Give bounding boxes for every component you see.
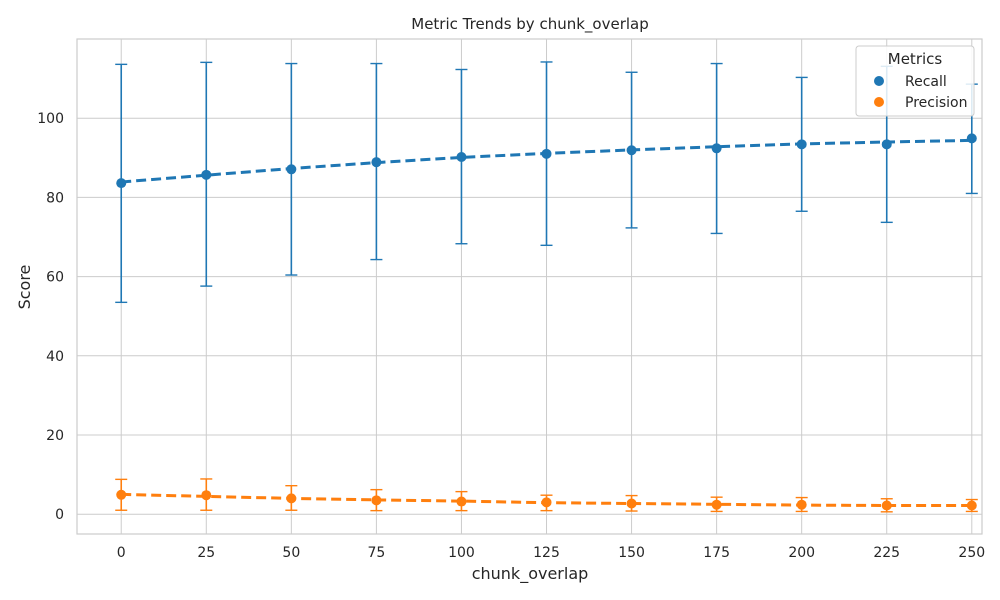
precision-point	[456, 496, 467, 507]
x-tick-label: 50	[282, 545, 300, 561]
legend-marker-recall	[874, 76, 884, 86]
precision-point	[796, 499, 807, 510]
x-tick-label: 125	[533, 545, 560, 561]
y-tick-label: 80	[46, 190, 64, 206]
precision-point	[201, 490, 212, 501]
y-tick-label: 20	[46, 428, 64, 444]
precision-series	[115, 478, 978, 513]
grid	[77, 39, 982, 534]
x-tick-label: 200	[788, 545, 815, 561]
legend-box	[855, 45, 975, 117]
x-tick-label: 75	[367, 545, 385, 561]
recall-point	[371, 157, 382, 168]
x-tick-label: 250	[958, 545, 985, 561]
recall-point	[966, 133, 977, 144]
precision-point	[626, 498, 637, 509]
recall-point	[711, 143, 722, 154]
data-layer	[115, 61, 978, 513]
precision-point	[711, 499, 722, 510]
precision-point	[286, 493, 297, 504]
recall-point	[626, 145, 637, 156]
x-tick-label: 150	[618, 545, 645, 561]
precision-point	[541, 497, 552, 508]
tick-labels: 0 25 50 75 100 125 150 175 200 225 250 0 20 40 60 80 100	[37, 111, 985, 561]
precision-point	[966, 500, 977, 511]
recall-point	[286, 164, 297, 175]
recall-point	[881, 139, 892, 150]
x-tick-label: 225	[873, 545, 900, 561]
precision-point	[116, 489, 127, 500]
plot-frame	[76, 38, 983, 535]
legend: Metrics Recall Precision	[855, 45, 975, 117]
precision-point	[371, 495, 382, 506]
x-tick-label: 25	[197, 545, 215, 561]
y-tick-label: 60	[46, 270, 64, 286]
y-tick-label: 100	[37, 111, 64, 127]
x-tick-label: 100	[448, 545, 475, 561]
y-tick-label: 40	[46, 349, 64, 365]
recall-point	[456, 152, 467, 163]
recall-point	[541, 148, 552, 159]
y-axis-title: Score	[15, 265, 34, 310]
legend-label-precision: Precision	[905, 95, 967, 111]
recall-point	[201, 169, 212, 180]
x-tick-label: 0	[117, 545, 126, 561]
x-axis-title: chunk_overlap	[472, 564, 589, 584]
y-tick-label: 0	[55, 507, 64, 523]
x-tick-label: 175	[703, 545, 730, 561]
legend-label-recall: Recall	[905, 74, 947, 90]
recall-series	[115, 61, 978, 304]
chart-title: Metric Trends by chunk_overlap	[411, 15, 649, 34]
legend-title: Metrics	[888, 50, 943, 68]
precision-point	[881, 500, 892, 511]
legend-marker-precision	[874, 97, 884, 107]
recall-point	[796, 139, 807, 150]
recall-point	[116, 178, 127, 189]
